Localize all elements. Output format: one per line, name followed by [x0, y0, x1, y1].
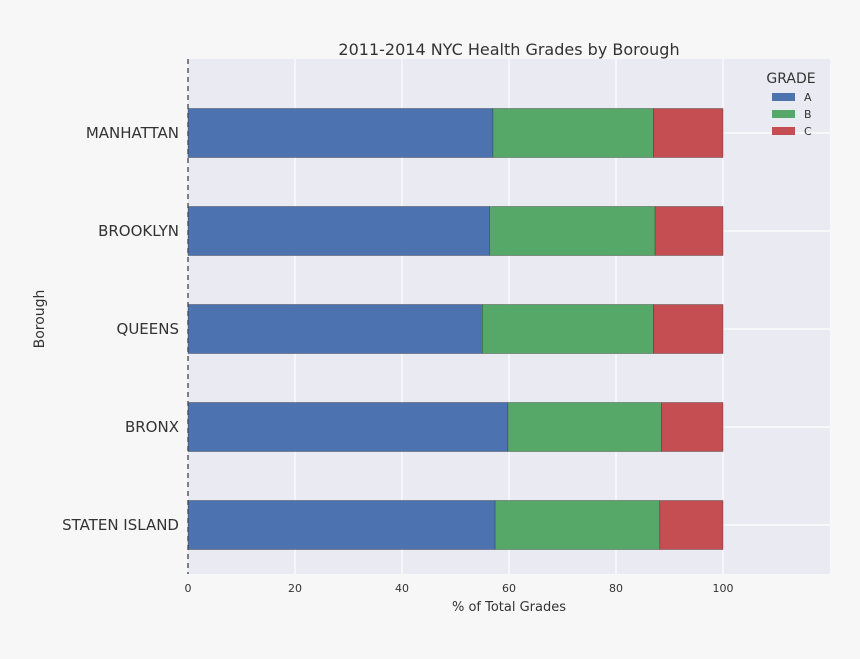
bar-a-staten-island: [187, 500, 496, 550]
legend-swatch-a: [772, 93, 795, 101]
y-tick-label: BROOKLYN: [98, 222, 179, 240]
x-tick-label: 40: [395, 582, 409, 595]
legend-label-c: C: [804, 125, 812, 138]
bar-a-manhattan: [187, 108, 494, 158]
y-tick-label: BRONX: [125, 418, 179, 436]
legend-swatch-b: [772, 110, 795, 118]
bar-a-bronx: [187, 402, 509, 452]
bar-a-queens: [187, 304, 483, 354]
bar-c-queens: [653, 304, 724, 354]
x-tick-label: 60: [502, 582, 516, 595]
bars: [187, 108, 724, 550]
bar-b-brooklyn: [489, 206, 656, 256]
legend-title: GRADE: [766, 71, 815, 87]
bar-c-brooklyn: [654, 206, 724, 256]
y-axis-label: Borough: [32, 290, 48, 349]
y-tick-labels: MANHATTAN BROOKLYN QUEENS BRONX STATEN ISLAN…: [62, 124, 179, 534]
bar-c-bronx: [661, 402, 724, 452]
legend-label-a: A: [804, 91, 812, 104]
y-tick-label: QUEENS: [117, 320, 179, 338]
x-tick-label: 0: [185, 582, 192, 595]
bar-c-staten-island: [659, 500, 724, 550]
legend-items: ABC: [772, 91, 812, 138]
x-axis-label: % of Total Grades: [452, 600, 566, 615]
bar-b-queens: [482, 304, 654, 354]
legend: GRADE ABC: [766, 71, 815, 138]
chart-title: 2011-2014 NYC Health Grades by Borough: [338, 40, 679, 59]
legend-label-b: B: [804, 108, 812, 121]
legend-swatch-c: [772, 127, 795, 135]
x-tick-labels: 0 20 40 60 80 100: [185, 582, 734, 595]
y-tick-label: STATEN ISLAND: [62, 516, 179, 534]
bar-c-manhattan: [653, 108, 724, 158]
y-tick-label: MANHATTAN: [86, 124, 179, 142]
bar-b-manhattan: [492, 108, 654, 158]
bar-b-staten-island: [494, 500, 661, 550]
bar-a-brooklyn: [187, 206, 490, 256]
x-tick-label: 20: [288, 582, 302, 595]
bar-b-bronx: [507, 402, 662, 452]
x-tick-label: 80: [609, 582, 623, 595]
x-tick-label: 100: [713, 582, 734, 595]
